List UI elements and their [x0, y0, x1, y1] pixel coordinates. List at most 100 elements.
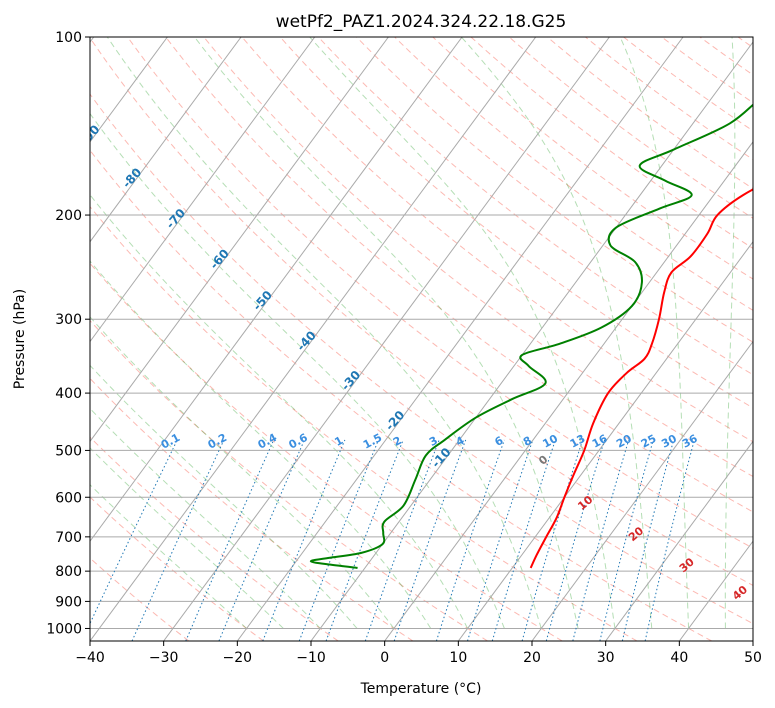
- isotherm-label: -50: [250, 288, 275, 313]
- mixing-ratio-label: 10: [540, 432, 560, 451]
- dry-adiabat-line: [394, 37, 753, 311]
- isotherm-label: -60: [207, 246, 232, 271]
- isotherm-line: [90, 37, 389, 443]
- mixing-ratio-label: 20: [614, 432, 634, 451]
- mixing-ratio-label: 13: [568, 432, 588, 451]
- isotherm-line: [90, 37, 463, 543]
- y-tick-label: 900: [55, 594, 82, 610]
- mixing-ratio-label: 1: [332, 434, 345, 449]
- mixing-ratio-line: [572, 439, 630, 641]
- mixing-ratio-line: [90, 439, 178, 625]
- moist-adiabat-label: 20: [626, 524, 646, 544]
- isotherm-line: [90, 37, 316, 343]
- dry-adiabat-line: [90, 37, 753, 587]
- dry-adiabat-line: [203, 37, 753, 478]
- isotherm-line: [90, 37, 537, 641]
- dry-adiabat-line: [699, 37, 753, 76]
- isotherm-line: [752, 640, 753, 641]
- x-tick-label: 50: [744, 650, 762, 666]
- x-tick-label: −40: [75, 650, 105, 666]
- dry-adiabat-line: [661, 37, 753, 104]
- moist-adiabat-line: [90, 260, 432, 629]
- y-tick-label: 200: [55, 208, 82, 224]
- x-tick-label: −20: [223, 650, 253, 666]
- isotherm-line: [531, 340, 753, 641]
- y-tick-label: 800: [55, 564, 82, 580]
- isotherm-labels: -100-90-80-70-60-50-40-30-20-10: [33, 76, 454, 470]
- mixing-ratio-line: [131, 439, 225, 641]
- x-tick-label: 40: [670, 650, 688, 666]
- mixing-ratio-label: 0.6: [287, 431, 311, 452]
- moist-adiabat-line: [619, 37, 690, 629]
- moist-adiabat-line: [724, 37, 736, 629]
- dewpoint-line: [309, 103, 753, 569]
- dry-adiabat-line: [90, 262, 563, 641]
- isotherm-line: [457, 240, 753, 641]
- mixing-ratio-label: 0.1: [159, 431, 182, 452]
- x-tick-label: 30: [597, 650, 615, 666]
- x-axis-label: Temperature (°C): [360, 681, 482, 697]
- isotherm-line: [90, 37, 242, 243]
- mixing-ratio-labels: 0.1 0.2 0.4 0.6 1 1.5 2 3 4 6 8 10 13 16 20 25 30 36: [159, 431, 700, 452]
- mixing-ratio-line: [467, 439, 534, 641]
- isotherm-line: [90, 37, 168, 143]
- dry-adiabat-line: [279, 37, 753, 409]
- isotherm-line: [678, 540, 753, 641]
- mixing-ratio-label: 36: [680, 432, 700, 451]
- mixing-ratio-line: [218, 439, 305, 641]
- y-tick-label: 500: [55, 443, 82, 459]
- x-axis: −40 −30 −20 −10 0 10 20 30 40 50: [75, 641, 762, 666]
- moist-adiabat-line: [460, 37, 653, 629]
- moist-adiabat-line: [90, 407, 321, 629]
- mixing-ratio-line: [621, 439, 675, 641]
- dry-adiabat-line: [165, 37, 753, 513]
- dry-adiabat-line: [241, 37, 753, 443]
- isotherm-label: -40: [294, 328, 319, 353]
- mixing-ratio-line: [435, 439, 505, 641]
- y-tick-label: 700: [55, 530, 82, 546]
- mixing-ratio-line: [644, 439, 695, 641]
- isotherm-line: [236, 37, 684, 641]
- y-tick-label: 300: [55, 312, 82, 328]
- dry-adiabat-line: [90, 149, 712, 641]
- mixing-ratio-line: [545, 439, 606, 641]
- x-tick-label: 0: [380, 650, 389, 666]
- mixing-ratio-line: [393, 439, 467, 641]
- moist-adiabat-label: 30: [677, 555, 697, 575]
- y-tick-label: 600: [55, 490, 82, 506]
- dry-adiabat-line: [90, 319, 488, 641]
- moist-adiabat-line: [309, 37, 616, 629]
- dry-adiabat-line: [546, 37, 753, 190]
- y-axis: 100 200 300 400 500 600 700 800 900 1000: [46, 30, 90, 637]
- mixing-ratio-label: 30: [659, 432, 679, 451]
- chart-title: wetPf2_PAZ1.2024.324.22.18.G25: [276, 12, 567, 32]
- x-tick-label: 10: [449, 650, 467, 666]
- mixing-ratio-line: [491, 439, 556, 641]
- dry-adiabat-line: [317, 37, 753, 376]
- mixing-ratio-label: 4: [454, 434, 467, 449]
- isotherm-line: [605, 440, 753, 641]
- x-tick-label: −10: [296, 650, 326, 666]
- dry-adiabat-line: [90, 496, 264, 641]
- moist-adiabat-line: [90, 112, 505, 629]
- dry-adiabat-line: [90, 205, 638, 641]
- temperature-line: [529, 188, 753, 569]
- isotherm-line: [310, 41, 753, 641]
- isotherm-label: -100: [33, 76, 63, 108]
- mixing-ratio-line: [325, 439, 404, 641]
- moist-adiabat-label: 40: [730, 583, 750, 603]
- moist-adiabat-line: [90, 484, 247, 629]
- dry-adiabat-line: [90, 436, 339, 641]
- dry-adiabat-line: [623, 37, 753, 132]
- y-tick-label: 400: [55, 386, 82, 402]
- moist-adiabat-line: [194, 37, 579, 629]
- moist-adiabat-line: [90, 316, 395, 629]
- plot-frame: [89, 36, 754, 642]
- dry-adiabat-line: [585, 37, 753, 161]
- dry-adiabat-line: [127, 37, 753, 549]
- y-axis-label: Pressure (hPa): [12, 289, 28, 389]
- isotherm-line: [384, 141, 753, 641]
- dry-adiabat-line: [90, 377, 414, 641]
- dry-adiabat-line: [470, 37, 753, 249]
- mixing-ratio-label: 0.2: [206, 431, 229, 452]
